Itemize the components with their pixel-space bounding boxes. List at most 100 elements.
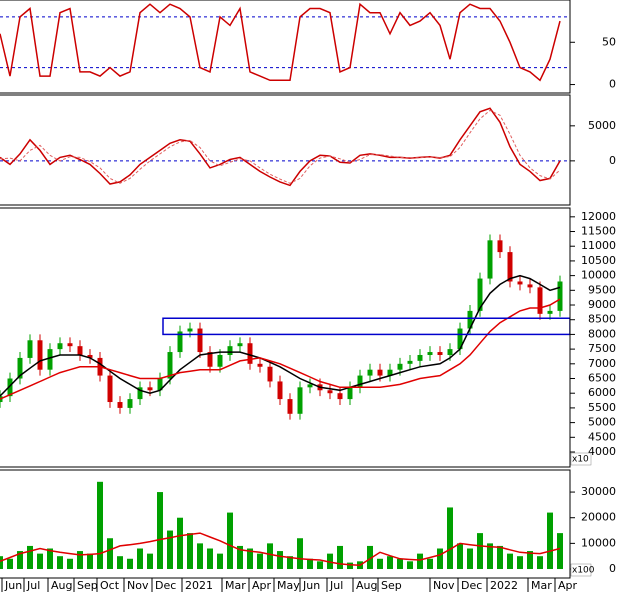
candle-body <box>157 378 163 391</box>
candle-body <box>87 354 93 358</box>
candle-body <box>307 384 313 388</box>
candle-body <box>487 240 493 279</box>
volume-bar <box>537 556 543 570</box>
y-tick-label: 9500 <box>588 283 616 296</box>
volume-bar <box>127 558 133 570</box>
volume-bar <box>437 548 443 570</box>
y-tick-label: 10000 <box>581 269 616 282</box>
volume-bar <box>117 556 123 570</box>
series-line <box>0 2 561 82</box>
y-tick-label: 4000 <box>588 445 616 458</box>
candle-body <box>247 343 253 364</box>
candle-body <box>227 346 233 355</box>
unit-label: x10 <box>572 455 589 465</box>
candle-body <box>287 399 293 414</box>
candle-body <box>417 354 423 361</box>
x-tick-label: Jul <box>329 579 343 592</box>
volume-bar <box>17 551 23 570</box>
candle-body <box>507 252 513 282</box>
volume-bar <box>267 543 273 570</box>
candle-body <box>117 402 123 408</box>
x-tick-label: 2022 <box>490 579 518 592</box>
volume-bar <box>477 533 483 570</box>
x-tick-label: Jun <box>302 579 320 592</box>
candle-body <box>527 284 533 288</box>
x-tick-label: Dec <box>155 579 176 592</box>
unit-box <box>570 563 592 577</box>
y-tick-label: 10000 <box>581 536 616 549</box>
volume-bar <box>147 553 153 570</box>
volume-bar <box>367 545 373 570</box>
y-tick-label: 6500 <box>588 372 616 385</box>
volume-bar <box>337 545 343 570</box>
candle-body <box>457 328 463 350</box>
x-tick-label: Oct <box>100 579 120 592</box>
series-line <box>0 274 561 397</box>
volume-bar <box>547 512 553 570</box>
x-tick-label: Aug <box>51 579 72 592</box>
candle-body <box>177 331 183 353</box>
candle-body <box>197 328 203 353</box>
volume-bar <box>177 517 183 570</box>
candle-body <box>47 349 53 370</box>
candle-body <box>7 378 13 397</box>
volume-bar <box>227 512 233 570</box>
y-tick-label: 20000 <box>581 511 616 524</box>
y-tick-label: 8500 <box>588 313 616 326</box>
candle-body <box>547 310 553 314</box>
candle-body <box>407 360 413 364</box>
volume-bar <box>257 553 263 570</box>
candle-body <box>517 281 523 285</box>
candle-body <box>537 287 543 314</box>
candle-body <box>497 240 503 253</box>
volume-bar <box>137 548 143 570</box>
candle-body <box>187 328 193 332</box>
volume-bar <box>487 543 493 570</box>
volume-bar <box>97 481 103 570</box>
volume-bar <box>207 548 213 570</box>
candle-body <box>167 352 173 379</box>
y-tick-label: 0 <box>609 78 616 91</box>
candle-body <box>67 343 73 347</box>
candle-body <box>27 340 33 358</box>
series-line <box>0 298 561 400</box>
zone <box>162 317 570 336</box>
volume-bar <box>167 530 173 570</box>
volume-bar <box>297 538 303 570</box>
x-tick-label: Aug <box>356 579 377 592</box>
y-tick-label: 4500 <box>588 430 616 443</box>
volume-bar <box>347 562 353 570</box>
candle-body <box>337 393 343 400</box>
x-tick-label: Dec <box>461 579 482 592</box>
candle-body <box>107 375 113 403</box>
y-tick-label: 0 <box>609 562 616 575</box>
y-tick-label: 12000 <box>581 210 616 223</box>
candle-body <box>327 390 333 394</box>
candle-body <box>467 310 473 329</box>
candle-body <box>297 387 303 414</box>
candle-body <box>397 363 403 370</box>
panel <box>0 2 570 82</box>
y-tick-label: 30000 <box>581 485 616 498</box>
series-line <box>0 532 561 566</box>
panel-frame <box>0 0 571 94</box>
candle-body <box>447 349 453 355</box>
x-tick-label: Mar <box>531 579 552 592</box>
volume-bar <box>287 556 293 570</box>
candle-body <box>77 346 83 355</box>
y-tick-label: 0 <box>609 154 616 167</box>
volume-bar <box>307 558 313 570</box>
volume-bar <box>387 556 393 570</box>
volume-bar <box>327 553 333 570</box>
panel-frame <box>0 469 571 579</box>
volume-bar <box>447 507 453 570</box>
candle-body <box>477 278 483 311</box>
volume-bar <box>237 545 243 570</box>
x-tick-label: Jun <box>4 579 22 592</box>
y-tick-label: 9000 <box>588 298 616 311</box>
panel <box>0 234 570 420</box>
volume-bar <box>407 561 413 570</box>
volume-bar <box>377 558 383 570</box>
y-tick-label: 50 <box>602 35 616 48</box>
